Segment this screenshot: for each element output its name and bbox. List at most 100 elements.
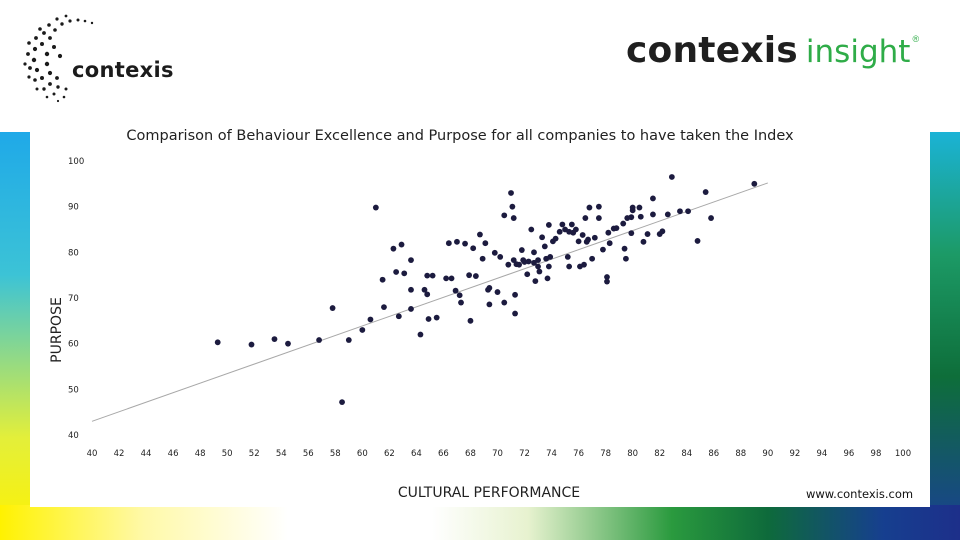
data-point: [448, 275, 455, 282]
y-tick-label: 50: [68, 385, 79, 395]
data-point: [640, 238, 647, 245]
y-tick-label: 60: [68, 340, 79, 350]
x-tick-label: 82: [654, 449, 665, 459]
data-point: [604, 278, 610, 285]
data-point: [379, 276, 386, 283]
x-tick-label: 84: [681, 449, 692, 459]
data-point: [547, 254, 554, 260]
data-point: [581, 261, 587, 268]
data-point: [491, 249, 498, 256]
data-point: [579, 232, 586, 238]
data-point: [694, 238, 701, 244]
data-point: [510, 257, 517, 263]
data-point: [479, 255, 486, 262]
data-point: [512, 291, 518, 298]
data-point: [452, 287, 459, 294]
registered-mark: ®: [912, 34, 920, 44]
contexis-logo: contexis: [20, 14, 173, 104]
data-point: [214, 339, 221, 346]
data-point: [575, 238, 582, 245]
y-tick-labels: 40 50 60 70 80 90 100: [68, 157, 84, 441]
data-point: [702, 189, 709, 195]
data-point: [429, 272, 436, 279]
data-point: [398, 241, 405, 248]
y-axis-label: PURPOSE: [49, 297, 65, 363]
y-tick-label: 40: [68, 431, 79, 441]
data-point: [604, 274, 610, 280]
data-point: [424, 291, 431, 298]
data-point: [458, 299, 464, 306]
website-url: www.contexis.com: [806, 487, 914, 501]
data-point: [595, 203, 602, 210]
data-point: [559, 221, 566, 228]
data-point: [544, 275, 551, 282]
data-point: [606, 240, 613, 247]
data-point: [751, 180, 758, 187]
data-point: [664, 211, 671, 218]
data-point: [482, 240, 489, 247]
data-point: [589, 255, 596, 262]
data-point: [248, 341, 255, 348]
data-point: [381, 304, 387, 311]
x-tick-label: 56: [303, 449, 314, 459]
x-tick-label: 90: [762, 449, 773, 459]
x-tick-label: 86: [708, 449, 719, 459]
x-tick-label: 54: [276, 449, 287, 459]
data-point: [685, 208, 691, 215]
data-point: [535, 257, 541, 263]
data-point: [628, 230, 635, 237]
data-point: [285, 340, 291, 347]
data-point: [582, 215, 589, 221]
data-point: [329, 305, 336, 311]
data-point: [539, 234, 546, 241]
data-point: [545, 222, 552, 228]
x-tick-label: 74: [546, 449, 557, 459]
x-tick-label: 92: [789, 449, 800, 459]
data-point: [650, 211, 656, 218]
data-point: [508, 190, 514, 196]
data-point: [372, 204, 379, 211]
header: contexis contexis insight ®: [0, 0, 960, 112]
x-axis-label: CULTURAL PERFORMANCE: [398, 485, 580, 501]
x-tick-labels: 40 42 44 46 48 50 52 54 56 58 60 62 64 66 68 70 72 74 76 78…: [87, 449, 912, 459]
data-point: [628, 214, 635, 221]
data-point: [501, 212, 508, 219]
data-point: [345, 337, 352, 343]
data-point: [516, 261, 523, 268]
data-point: [477, 231, 483, 238]
data-point: [454, 238, 460, 245]
y-tick-label: 90: [68, 203, 79, 213]
data-point: [535, 263, 541, 270]
x-tick-label: 50: [222, 449, 233, 459]
data-point: [424, 272, 431, 279]
x-tick-label: 76: [573, 449, 584, 459]
data-point: [629, 204, 636, 211]
x-tick-label: 40: [87, 449, 98, 459]
chart-title: Comparison of Behaviour Excellence and P…: [126, 128, 794, 144]
data-point: [613, 225, 620, 232]
data-point: [421, 286, 428, 293]
data-point: [564, 254, 571, 260]
data-point: [572, 226, 579, 233]
trendline-layer: [91, 182, 768, 422]
data-point: [552, 235, 559, 242]
contexis-insight-logo-main: contexis: [626, 30, 798, 71]
x-tick-label: 88: [735, 449, 746, 459]
y-tick-label: 80: [68, 248, 79, 258]
data-point: [494, 289, 501, 295]
x-tick-label: 98: [871, 449, 882, 459]
chart-panel: [30, 112, 930, 507]
data-point: [467, 317, 474, 324]
data-point: [408, 306, 414, 312]
data-point: [531, 259, 537, 266]
x-tick-label: 44: [141, 449, 152, 459]
data-point: [545, 263, 552, 270]
data-point: [271, 336, 278, 342]
x-tick-label: 64: [411, 449, 422, 459]
x-tick-label: 62: [384, 449, 395, 459]
data-point: [462, 240, 468, 247]
data-point: [505, 261, 512, 268]
data-point: [393, 269, 400, 275]
